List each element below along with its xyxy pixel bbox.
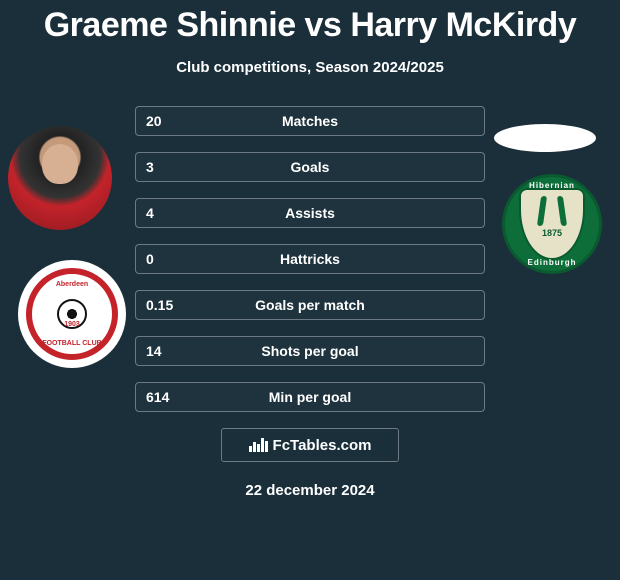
stat-label: Shots per goal	[136, 337, 484, 365]
club-left-name-top: Aberdeen	[32, 281, 112, 288]
stat-label: Goals per match	[136, 291, 484, 319]
stat-row: 0Hattricks	[135, 244, 485, 274]
stat-label: Min per goal	[136, 383, 484, 411]
stats-table: 20Matches 3Goals 4Assists 0Hattricks 0.15Goa…	[135, 106, 485, 412]
subtitle: Club competitions, Season 2024/2025	[0, 59, 620, 76]
brand-text: FcTables.com	[273, 437, 372, 454]
club-left-name-bot: FOOTBALL CLUB	[32, 340, 112, 347]
page-title: Graeme Shinnie vs Harry McKirdy	[0, 0, 620, 45]
stat-label: Goals	[136, 153, 484, 181]
stat-row: 3Goals	[135, 152, 485, 182]
player-right-photo-placeholder	[494, 124, 596, 152]
club-right-badge: Hibernian 1875 Edinburgh	[502, 174, 602, 274]
stat-row: 4Assists	[135, 198, 485, 228]
stat-row: 14Shots per goal	[135, 336, 485, 366]
brand-box[interactable]: FcTables.com	[221, 428, 399, 462]
stat-label: Matches	[136, 107, 484, 135]
stat-row: 0.15Goals per match	[135, 290, 485, 320]
club-left-badge: Aberdeen 1903 FOOTBALL CLUB	[18, 260, 126, 368]
stat-label: Hattricks	[136, 245, 484, 273]
stat-row: 20Matches	[135, 106, 485, 136]
stat-label: Assists	[136, 199, 484, 227]
stat-row: 614Min per goal	[135, 382, 485, 412]
club-right-year: 1875	[542, 228, 562, 238]
date-line: 22 december 2024	[0, 482, 620, 499]
player-left-photo	[8, 126, 112, 230]
club-right-city: Edinburgh	[505, 258, 599, 267]
club-left-year: 1903	[32, 321, 112, 328]
harp-icon	[539, 196, 565, 226]
bar-chart-icon	[249, 438, 267, 452]
